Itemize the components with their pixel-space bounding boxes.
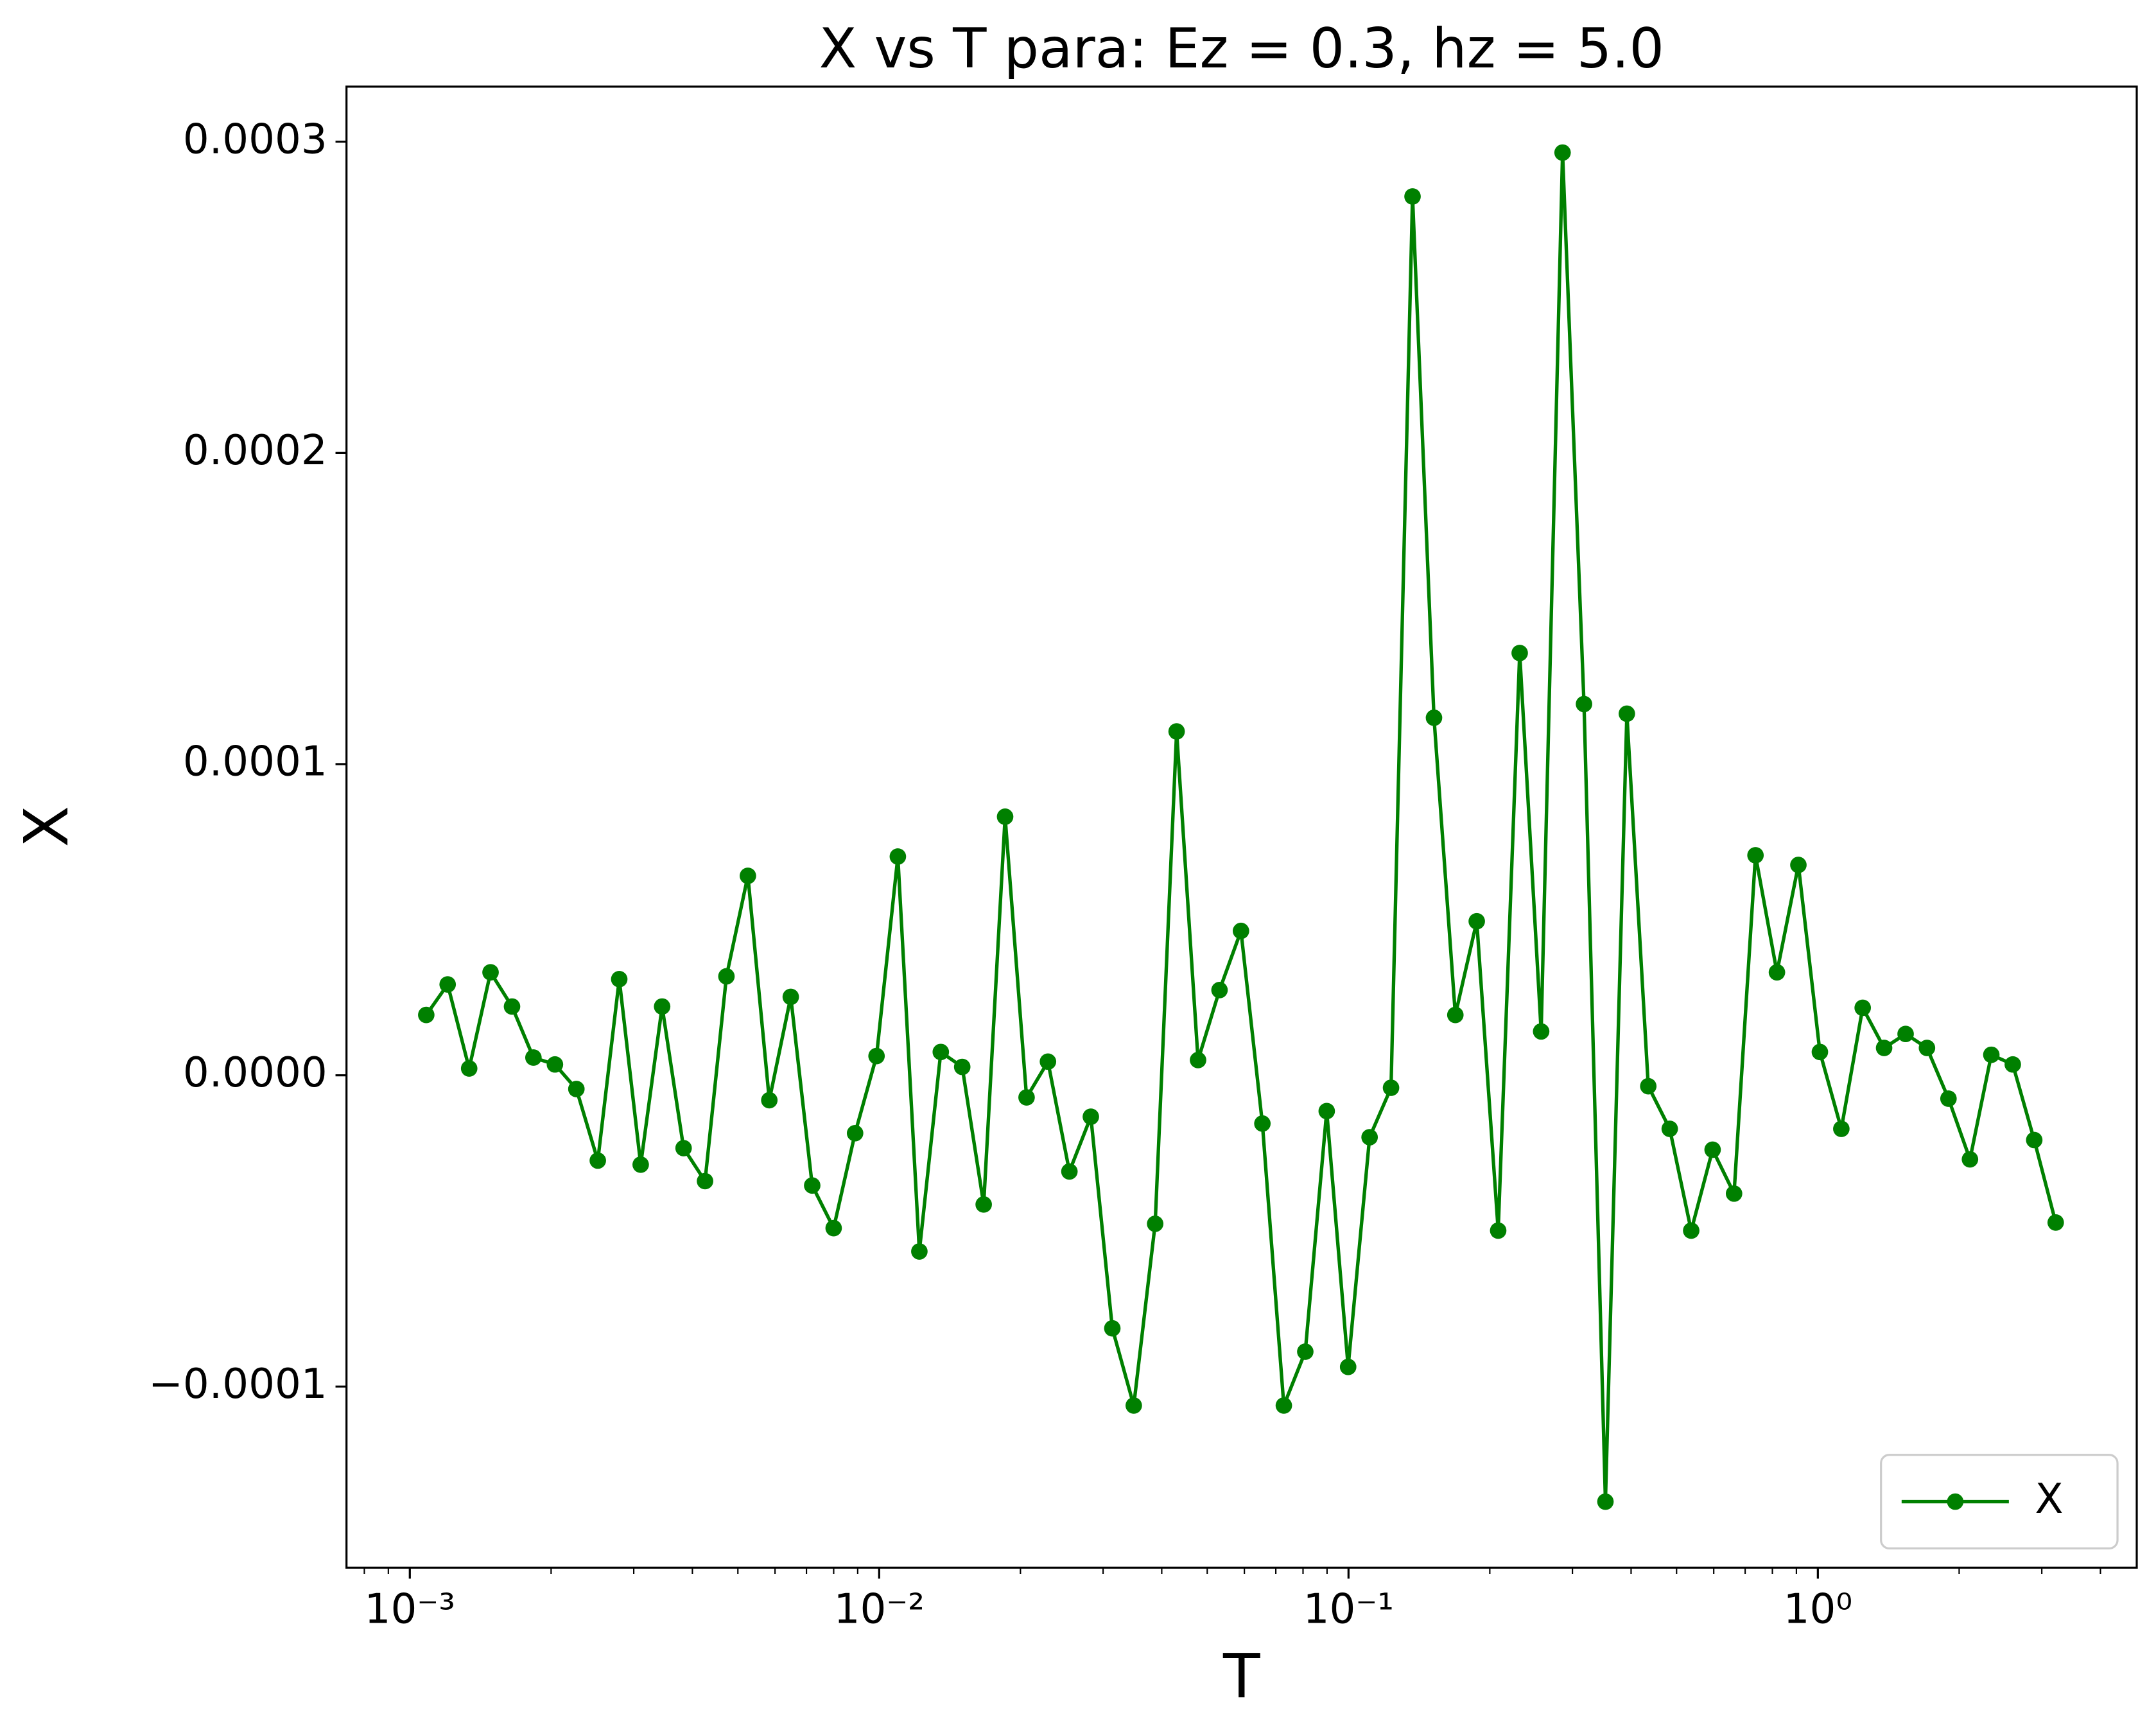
- y-tick-label: 0.0003: [183, 115, 327, 163]
- data-point: [1897, 1025, 1914, 1043]
- data-point: [1404, 188, 1421, 205]
- data-point: [953, 1058, 971, 1076]
- y-tick-label: −0.0001: [148, 1360, 327, 1408]
- data-point: [932, 1043, 950, 1061]
- data-point: [1361, 1129, 1378, 1146]
- data-point: [439, 976, 456, 993]
- data-point: [675, 1140, 692, 1156]
- y-tick-label: 0.0001: [183, 738, 327, 786]
- data-point: [846, 1124, 864, 1142]
- x-tick-label: 10⁻¹: [1303, 1585, 1394, 1633]
- data-point: [996, 808, 1014, 825]
- data-point: [546, 1056, 564, 1073]
- y-axis-label: X: [12, 806, 82, 848]
- data-point: [1511, 645, 1528, 661]
- data-point: [2026, 1131, 2043, 1149]
- data-point: [975, 1196, 992, 1213]
- data-point: [1940, 1090, 1957, 1107]
- data-point: [2004, 1056, 2021, 1073]
- data-point: [1126, 1397, 1142, 1414]
- data-point: [825, 1219, 842, 1237]
- data-point: [1683, 1222, 1700, 1239]
- data-point: [1554, 144, 1571, 161]
- data-point: [1425, 709, 1443, 726]
- data-point: [2047, 1214, 2064, 1231]
- data-point: [1382, 1079, 1400, 1096]
- data-point: [1576, 695, 1592, 713]
- data-point: [1833, 1120, 1850, 1137]
- data-point: [482, 964, 499, 981]
- data-point: [1254, 1115, 1271, 1132]
- x-tick-label: 10⁰: [1784, 1585, 1853, 1633]
- data-point: [697, 1173, 713, 1190]
- data-point: [1811, 1043, 1829, 1061]
- data-point: [1168, 723, 1185, 740]
- data-point: [589, 1152, 606, 1169]
- data-point: [1232, 922, 1249, 939]
- data-point: [1875, 1040, 1893, 1056]
- data-point: [1725, 1185, 1743, 1202]
- data-point: [1104, 1320, 1121, 1337]
- data-point: [1297, 1343, 1314, 1360]
- data-point: [1018, 1089, 1035, 1106]
- data-point: [1661, 1120, 1678, 1137]
- data-point: [804, 1177, 821, 1194]
- data-point: [868, 1047, 885, 1065]
- data-point: [503, 998, 521, 1015]
- data-point: [1704, 1141, 1721, 1158]
- y-tick-label: 0.0000: [183, 1049, 327, 1097]
- data-point: [1468, 912, 1485, 930]
- data-point: [889, 848, 907, 865]
- data-point: [1211, 982, 1228, 998]
- x-tick-label: 10⁻³: [365, 1585, 455, 1633]
- data-point: [1533, 1023, 1550, 1040]
- data-point: [1597, 1493, 1614, 1510]
- x-axis-label: T: [1222, 1642, 1260, 1712]
- data-point: [1854, 999, 1872, 1016]
- data-point: [1318, 1103, 1335, 1120]
- data-point: [654, 998, 671, 1015]
- legend-label: X: [2035, 1475, 2064, 1523]
- data-point: [1190, 1052, 1206, 1068]
- data-point: [1918, 1040, 1936, 1056]
- data-point: [525, 1049, 542, 1066]
- data-point: [1082, 1108, 1099, 1125]
- data-point: [1619, 705, 1635, 722]
- data-point: [1490, 1222, 1507, 1239]
- data-point: [1983, 1046, 2000, 1063]
- data-point: [460, 1060, 478, 1077]
- data-point: [911, 1243, 928, 1260]
- data-point: [1339, 1358, 1357, 1375]
- data-point: [1275, 1397, 1292, 1414]
- data-point: [1640, 1077, 1657, 1095]
- data-point: [418, 1006, 435, 1024]
- x-tick-label: 10⁻²: [834, 1585, 925, 1633]
- plot-frame: [345, 85, 2138, 1569]
- data-point: [1790, 857, 1807, 873]
- data-point: [1039, 1053, 1057, 1070]
- data-point: [1147, 1215, 1164, 1232]
- data-point: [1747, 847, 1764, 864]
- data-point: [611, 971, 628, 988]
- chart-title: X vs T para: Ez = 0.3, hz = 5.0: [819, 17, 1664, 81]
- legend-marker: [1947, 1493, 1964, 1510]
- data-point: [761, 1092, 778, 1109]
- data-point: [632, 1156, 649, 1173]
- data-point: [1768, 964, 1786, 981]
- data-point: [740, 868, 756, 884]
- data-point: [1061, 1163, 1078, 1180]
- data-point: [568, 1081, 585, 1097]
- data-point: [718, 968, 735, 985]
- data-point: [1447, 1006, 1464, 1024]
- data-point: [782, 988, 799, 1006]
- y-tick-label: 0.0002: [183, 426, 327, 475]
- data-point: [1961, 1151, 1979, 1168]
